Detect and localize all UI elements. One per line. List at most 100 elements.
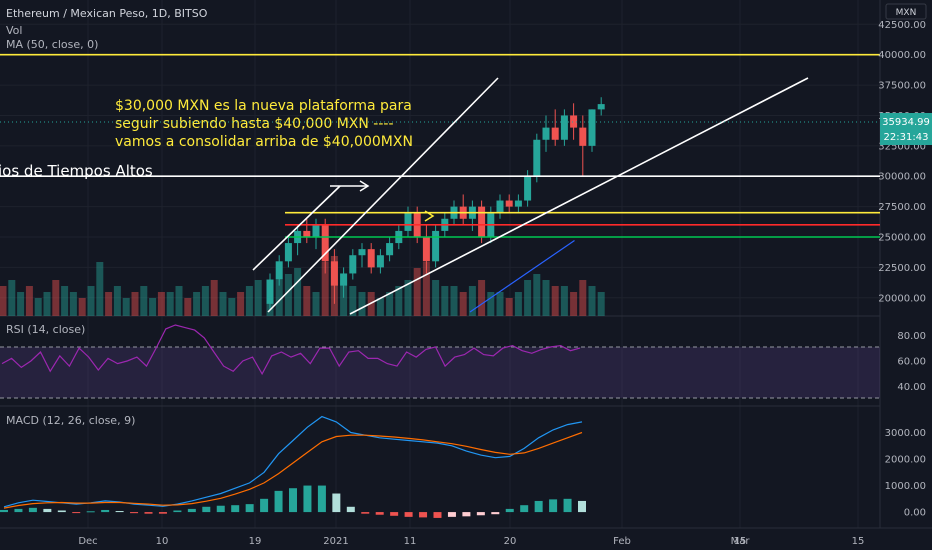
volume-bar [275, 280, 283, 316]
volume-bar [175, 286, 183, 316]
trend-line[interactable] [267, 77, 499, 313]
grid-lines [0, 0, 880, 528]
time-tick-label: Dec [78, 536, 97, 547]
rsi-line [1, 324, 581, 376]
time-tick-label: 2021 [323, 536, 348, 547]
time-tick-label: Mar [731, 536, 751, 547]
arrow-head-icon [359, 180, 370, 192]
volume-bar [588, 286, 596, 316]
candle-body [514, 200, 522, 207]
axis-tick-label: 2000.00 [885, 455, 926, 466]
macd-hist-bar [361, 512, 370, 514]
volume-bar [386, 292, 394, 316]
volume-bar [487, 292, 495, 316]
volume-bar [551, 286, 559, 316]
candle-body [386, 243, 394, 256]
macd-label[interactable]: MACD (12, 26, close, 9) [6, 414, 135, 427]
ma-label[interactable]: MA (50, close, 0) [6, 38, 98, 51]
macd-axis[interactable]: 3000.00 2000.00 1000.00 0.00 [885, 428, 926, 519]
horizontal-levels[interactable] [0, 53, 880, 238]
macd-hist-bar [433, 512, 442, 518]
volume-bar [367, 292, 375, 316]
volume-bar [131, 292, 139, 316]
volume-bar [78, 298, 86, 316]
macd-hist-bar [332, 493, 341, 513]
axis-tick-label: 3000.00 [885, 428, 926, 439]
axis-tick-label: 0.00 [904, 508, 926, 519]
axis-tick-label: 40000.00 [878, 50, 926, 61]
volume-bar [570, 292, 578, 316]
volume-bar [52, 280, 60, 316]
volume-bar [34, 298, 42, 316]
volume-bar [43, 292, 51, 316]
candle-body [312, 224, 320, 237]
volume-bar [597, 292, 605, 316]
volume-bar [303, 286, 311, 316]
axis-tick-label: 32500.00 [878, 141, 926, 152]
volume-bar [254, 280, 262, 316]
annotation-line-2[interactable]: seguir subiendo hasta $40,000 MXN ---- [115, 116, 394, 132]
macd-hist-bar [43, 508, 52, 513]
annotation-line-1[interactable]: $30,000 MXN es la nueva plataforma para [115, 98, 412, 114]
trend-line[interactable] [349, 77, 809, 315]
rsi-label[interactable]: RSI (14, close) [6, 323, 85, 336]
axis-tick-label: 42500.00 [878, 20, 926, 31]
axis-tick-label: 40.00 [897, 382, 926, 393]
candle-body [266, 279, 274, 304]
macd-hist-bar [346, 506, 355, 513]
candle-body [478, 206, 486, 237]
candle-body [422, 237, 430, 262]
vol-label[interactable]: Vol [6, 24, 22, 37]
time-tick-label: 15 [734, 536, 747, 547]
volume-bar [0, 286, 7, 316]
rsi-axis[interactable]: 80.00 60.00 40.00 [897, 331, 926, 393]
candle-body [349, 255, 357, 274]
volume-bar [149, 298, 157, 316]
candle-body [340, 273, 348, 286]
volume-bar [228, 298, 236, 316]
currency-badge[interactable] [885, 3, 927, 20]
symbol-title[interactable]: Ethereum / Mexican Peso, 1D, BITSO [6, 7, 208, 20]
price-axis[interactable]: 42500.0040000.0037500.0035000.0032500.00… [878, 20, 926, 305]
volume-bar [422, 262, 430, 316]
macd-hist-bar [216, 505, 225, 513]
volume-bar [376, 298, 384, 316]
macd-hist-bar [390, 512, 399, 516]
macd-hist-bar [578, 500, 586, 513]
candle-body [588, 109, 596, 146]
macd-hist-bar [260, 498, 269, 513]
axis-tick-label: 80.00 [897, 331, 926, 342]
macd-hist-bar [563, 498, 572, 513]
time-tick-label: 20 [504, 536, 517, 547]
time-tick-label: 15 [852, 536, 865, 547]
volume-bar [441, 286, 449, 316]
trend-line[interactable] [252, 185, 341, 271]
axis-tick-label: 37500.00 [878, 81, 926, 92]
left-annotation[interactable]: ios de Tiempos Altos [0, 162, 153, 180]
volume-bar [201, 286, 209, 316]
volume-bar [8, 280, 16, 316]
macd-hist-bar [202, 506, 211, 513]
volume-bar [69, 292, 77, 316]
macd-hist-bar [28, 507, 37, 513]
macd-hist-bar [158, 512, 167, 514]
volume-bar [496, 292, 504, 316]
macd-hist-bar [245, 504, 254, 513]
time-tick-label: Feb [613, 536, 631, 547]
annotation-line-3[interactable]: vamos a consolidar arriba de $40,000MXN [115, 134, 413, 150]
time-tick-label: 19 [249, 536, 262, 547]
volume-bar [25, 286, 33, 316]
macd-hist-bar [476, 512, 485, 516]
candle-body [579, 127, 587, 146]
candle-body [551, 127, 559, 140]
volume-bar [450, 286, 458, 316]
axis-tick-label: 30000.00 [878, 172, 926, 183]
candle-body [358, 249, 366, 256]
time-tick-label: 10 [156, 536, 169, 547]
volume-bar [113, 286, 121, 316]
volume-bar [294, 268, 302, 316]
candle-body [533, 139, 541, 177]
volume-bar [459, 292, 467, 316]
